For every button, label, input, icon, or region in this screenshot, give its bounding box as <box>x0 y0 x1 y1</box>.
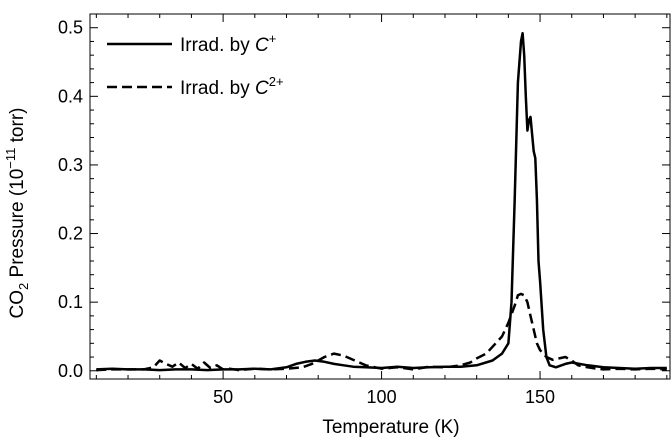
legend-label-c-plus-charge: + <box>269 31 277 46</box>
y-axis-title: CO2 Pressure (10−11 torr) <box>3 108 31 319</box>
y-tick-label: 0.5 <box>58 18 83 38</box>
y-axis-title-middle: Pressure (10 <box>7 169 28 283</box>
y-axis-title-superscript: −11 <box>3 148 18 169</box>
y-axis-title-subscript: 2 <box>16 283 31 290</box>
y-axis-title-prefix: CO <box>7 290 28 319</box>
legend-label-c-plus-ion: C <box>255 35 269 56</box>
x-axis-title: Temperature (K) <box>322 417 459 438</box>
plot-border <box>89 13 671 380</box>
legend-label-c-plus-prefix: Irrad. by <box>180 35 255 56</box>
legend-label-c-2plus-prefix: Irrad. by <box>180 78 255 99</box>
ticks-group: 50 100 150 0.0 0.1 0.2 0.3 0.4 0.5 <box>58 14 670 407</box>
plot-frame <box>89 13 671 380</box>
x-tick-label: 50 <box>213 387 233 407</box>
series-line-c-2plus <box>96 292 667 372</box>
y-tick-label: 0.1 <box>58 292 83 312</box>
legend-label-c-plus: Irrad. by C+ <box>180 31 276 56</box>
x-tick-label: 100 <box>367 387 397 407</box>
series-group <box>96 31 667 372</box>
y-tick-label: 0.3 <box>58 155 83 175</box>
legend: Irrad. by C+ Irrad. by C2+ <box>107 31 284 99</box>
legend-label-c-2plus-ion: C <box>255 78 269 99</box>
x-tick-label: 150 <box>525 387 555 407</box>
y-tick-label: 0.0 <box>58 361 83 381</box>
legend-label-c-2plus: Irrad. by C2+ <box>180 74 284 99</box>
legend-label-c-2plus-charge: 2+ <box>269 74 284 89</box>
y-axis-title-suffix: torr) <box>7 108 28 148</box>
y-tick-label: 0.4 <box>58 86 83 106</box>
y-tick-label: 0.2 <box>58 224 83 244</box>
